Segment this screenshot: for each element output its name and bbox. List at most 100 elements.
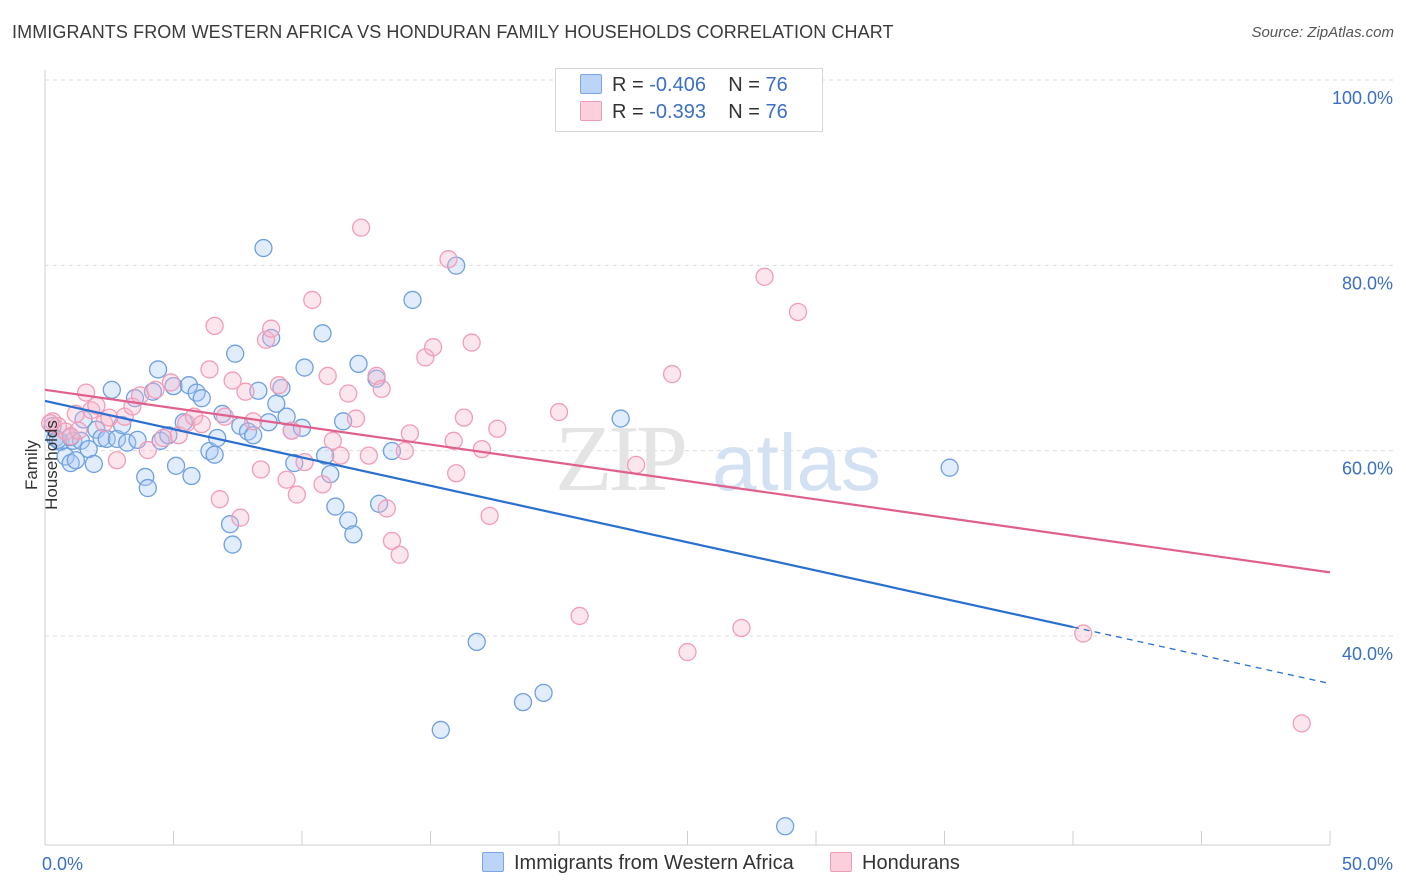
point-hondurans <box>251 460 271 479</box>
point-western-africa <box>313 324 332 343</box>
point-hondurans <box>100 408 119 427</box>
y-tick-label: 40.0% <box>1342 644 1393 664</box>
point-hondurans <box>287 485 307 504</box>
bottom-legend-label: Immigrants from Western Africa <box>514 852 794 874</box>
point-hondurans <box>372 379 391 399</box>
point-hondurans <box>472 439 492 459</box>
point-hondurans <box>626 455 646 475</box>
tick-labels: 40.0% 60.0% 80.0% 100.0% 0.0% 50.0% <box>42 88 1393 874</box>
point-hondurans <box>447 464 466 483</box>
point-hondurans <box>210 490 229 509</box>
legend-n-label: N = <box>728 74 760 96</box>
point-western-africa <box>192 389 211 408</box>
point-western-africa <box>254 238 273 258</box>
point-western-africa <box>102 380 121 399</box>
point-hondurans <box>488 419 507 438</box>
data-points <box>40 218 1311 836</box>
point-hondurans <box>323 431 342 450</box>
point-western-africa <box>776 817 795 836</box>
y-tick-label: 100.0% <box>1332 88 1393 108</box>
point-hondurans <box>130 386 150 405</box>
trend-lines <box>44 388 1331 685</box>
point-hondurans <box>662 364 682 384</box>
point-western-africa <box>220 515 240 534</box>
trend-line-hondurans <box>44 388 1331 574</box>
point-hondurans <box>40 414 60 433</box>
point-hondurans <box>318 366 337 386</box>
point-hondurans <box>339 384 358 403</box>
watermark-zip: ZIP <box>555 407 685 511</box>
legend-swatch-pink <box>580 101 602 121</box>
point-hondurans <box>377 499 396 518</box>
point-western-africa <box>344 525 363 544</box>
bottom-legend-swatch-pink <box>830 852 852 872</box>
legend-swatch-blue <box>580 74 602 94</box>
x-tick-label: 0.0% <box>42 854 83 874</box>
point-western-africa <box>249 381 268 400</box>
point-western-africa <box>97 429 116 449</box>
legend-row-hondurans: R = -0.393 N = 76 <box>580 101 788 127</box>
point-western-africa <box>349 354 368 374</box>
point-hondurans <box>146 380 165 399</box>
point-hondurans <box>69 421 88 440</box>
point-hondurans <box>351 218 371 237</box>
point-western-africa <box>136 467 155 487</box>
point-western-africa <box>92 428 111 448</box>
bottom-legend-hondurans: Hondurans <box>830 852 960 875</box>
point-hondurans <box>192 414 211 434</box>
point-western-africa <box>431 720 450 740</box>
point-hondurans <box>444 431 463 450</box>
point-western-africa <box>226 344 245 363</box>
y-axis-label: Family Households <box>22 420 61 510</box>
bottom-legend-swatch-blue <box>482 852 504 872</box>
point-hondurans <box>395 441 414 461</box>
x-tick-label: 50.0% <box>1342 854 1393 874</box>
point-western-africa <box>187 383 206 402</box>
point-hondurans <box>346 409 366 428</box>
point-western-africa <box>940 458 959 477</box>
point-hondurans <box>732 618 751 638</box>
watermark-atlas: atlas <box>712 418 881 507</box>
bottom-legend-western-africa: Immigrants from Western Africa <box>482 852 794 875</box>
point-hondurans <box>277 470 296 489</box>
point-hondurans <box>236 382 255 401</box>
y-tick-label: 80.0% <box>1342 273 1393 293</box>
point-western-africa <box>326 497 345 516</box>
point-western-africa <box>382 441 402 461</box>
point-hondurans <box>161 373 181 392</box>
point-western-africa <box>166 456 186 475</box>
y-tick-label: 60.0% <box>1342 459 1393 479</box>
point-western-africa <box>148 360 168 379</box>
point-western-africa <box>534 683 553 702</box>
point-hondurans <box>570 606 589 626</box>
legend-n-label: N = <box>728 101 760 123</box>
point-western-africa <box>295 358 314 377</box>
point-hondurans <box>454 408 474 427</box>
legend-n-value: 76 <box>765 74 788 96</box>
trend-line-western-africa <box>44 399 1074 629</box>
point-hondurans <box>223 371 242 390</box>
point-western-africa <box>66 451 85 470</box>
point-hondurans <box>480 506 499 526</box>
point-hondurans <box>269 376 289 395</box>
legend-r-label: R = <box>612 101 644 123</box>
point-hondurans <box>1074 624 1093 643</box>
point-hondurans <box>262 319 281 338</box>
stats-legend: R = -0.406 N = 76 R = -0.393 N = 76 <box>555 68 823 132</box>
point-western-africa <box>182 466 201 486</box>
bottom-legend-label: Hondurans <box>862 852 960 874</box>
point-western-africa <box>339 511 358 530</box>
legend-r-value: -0.406 <box>649 74 706 96</box>
point-western-africa <box>223 535 242 554</box>
legend-row-western-africa: R = -0.406 N = 76 <box>580 74 788 100</box>
point-hondurans <box>313 475 332 494</box>
point-western-africa <box>61 453 80 473</box>
point-hondurans <box>331 446 350 465</box>
point-hondurans <box>382 531 402 551</box>
point-western-africa <box>272 378 291 398</box>
point-western-africa <box>513 692 533 712</box>
point-hondurans <box>462 333 481 352</box>
point-western-africa <box>107 429 127 449</box>
chart-title: IMMIGRANTS FROM WESTERN AFRICA VS HONDUR… <box>12 22 894 42</box>
